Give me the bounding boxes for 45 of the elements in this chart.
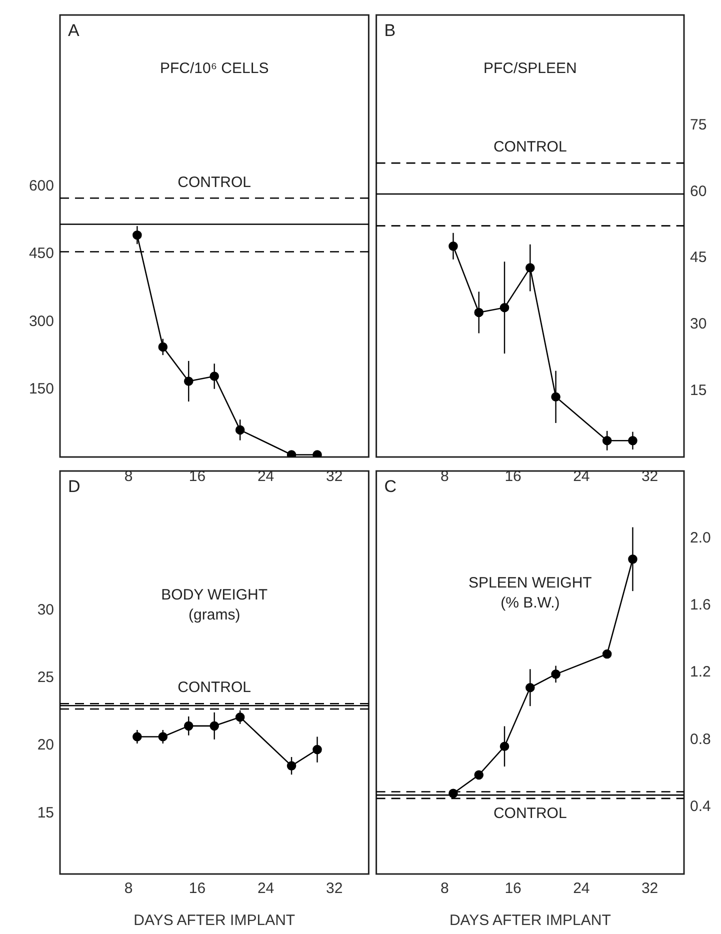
- point: [286, 450, 296, 457]
- x-tick-label: 16: [188, 880, 206, 898]
- ref-line-label: CONTROL: [493, 805, 567, 822]
- y-tick-label: 0.4: [690, 798, 711, 815]
- point: [448, 788, 458, 798]
- ref-line-label: CONTROL: [178, 679, 252, 696]
- ref-line-label: CONTROL: [493, 138, 567, 156]
- y-tick-label: 1.6: [690, 596, 711, 614]
- point: [312, 450, 322, 457]
- y-tick-label: 1.2: [690, 664, 711, 681]
- annotation: A: [68, 21, 80, 40]
- point: [474, 770, 484, 780]
- x-tick-label: 8: [124, 880, 133, 898]
- y-tick-label: 15: [37, 804, 54, 822]
- annotation: C: [384, 477, 397, 496]
- x-tick-label: 8: [440, 880, 449, 898]
- text: BODY WEIGHT (grams): [161, 586, 268, 624]
- y-tick-label: 300: [28, 312, 54, 330]
- annotation: B: [384, 21, 396, 40]
- y-tick-label: 450: [28, 245, 54, 262]
- y-tick-label: 0.8: [690, 730, 711, 748]
- text: SPLEEN WEIGHT (% B.W.): [468, 574, 592, 612]
- y-tick-label: 30: [690, 316, 707, 333]
- point: [602, 649, 612, 659]
- annotation: D: [68, 477, 80, 496]
- text: PFC/SPLEEN: [483, 60, 577, 78]
- x-tick-label: 24: [257, 880, 274, 898]
- ref-line-label: CONTROL: [178, 174, 252, 191]
- x-axis-title: DAYS AFTER IMPLANT: [449, 912, 611, 930]
- x-axis-title: DAYS AFTER IMPLANT: [134, 912, 296, 930]
- x-tick-label: 16: [504, 880, 522, 898]
- y-tick-label: 2.0: [690, 529, 711, 546]
- y-tick-label: 25: [37, 669, 54, 686]
- y-tick-label: 60: [690, 182, 707, 200]
- y-tick-label: 75: [690, 116, 707, 134]
- y-tick-label: 20: [37, 736, 54, 754]
- text: PFC/10⁶ CELLS: [160, 60, 269, 78]
- y-tick-label: 150: [28, 380, 54, 398]
- x-tick-label: 32: [641, 880, 658, 898]
- y-tick-label: 45: [690, 249, 707, 266]
- x-tick-label: 32: [326, 880, 343, 898]
- x-tick-label: 24: [573, 880, 590, 898]
- y-tick-label: 600: [28, 178, 54, 195]
- y-tick-label: 15: [690, 382, 707, 399]
- y-tick-label: 30: [37, 601, 54, 618]
